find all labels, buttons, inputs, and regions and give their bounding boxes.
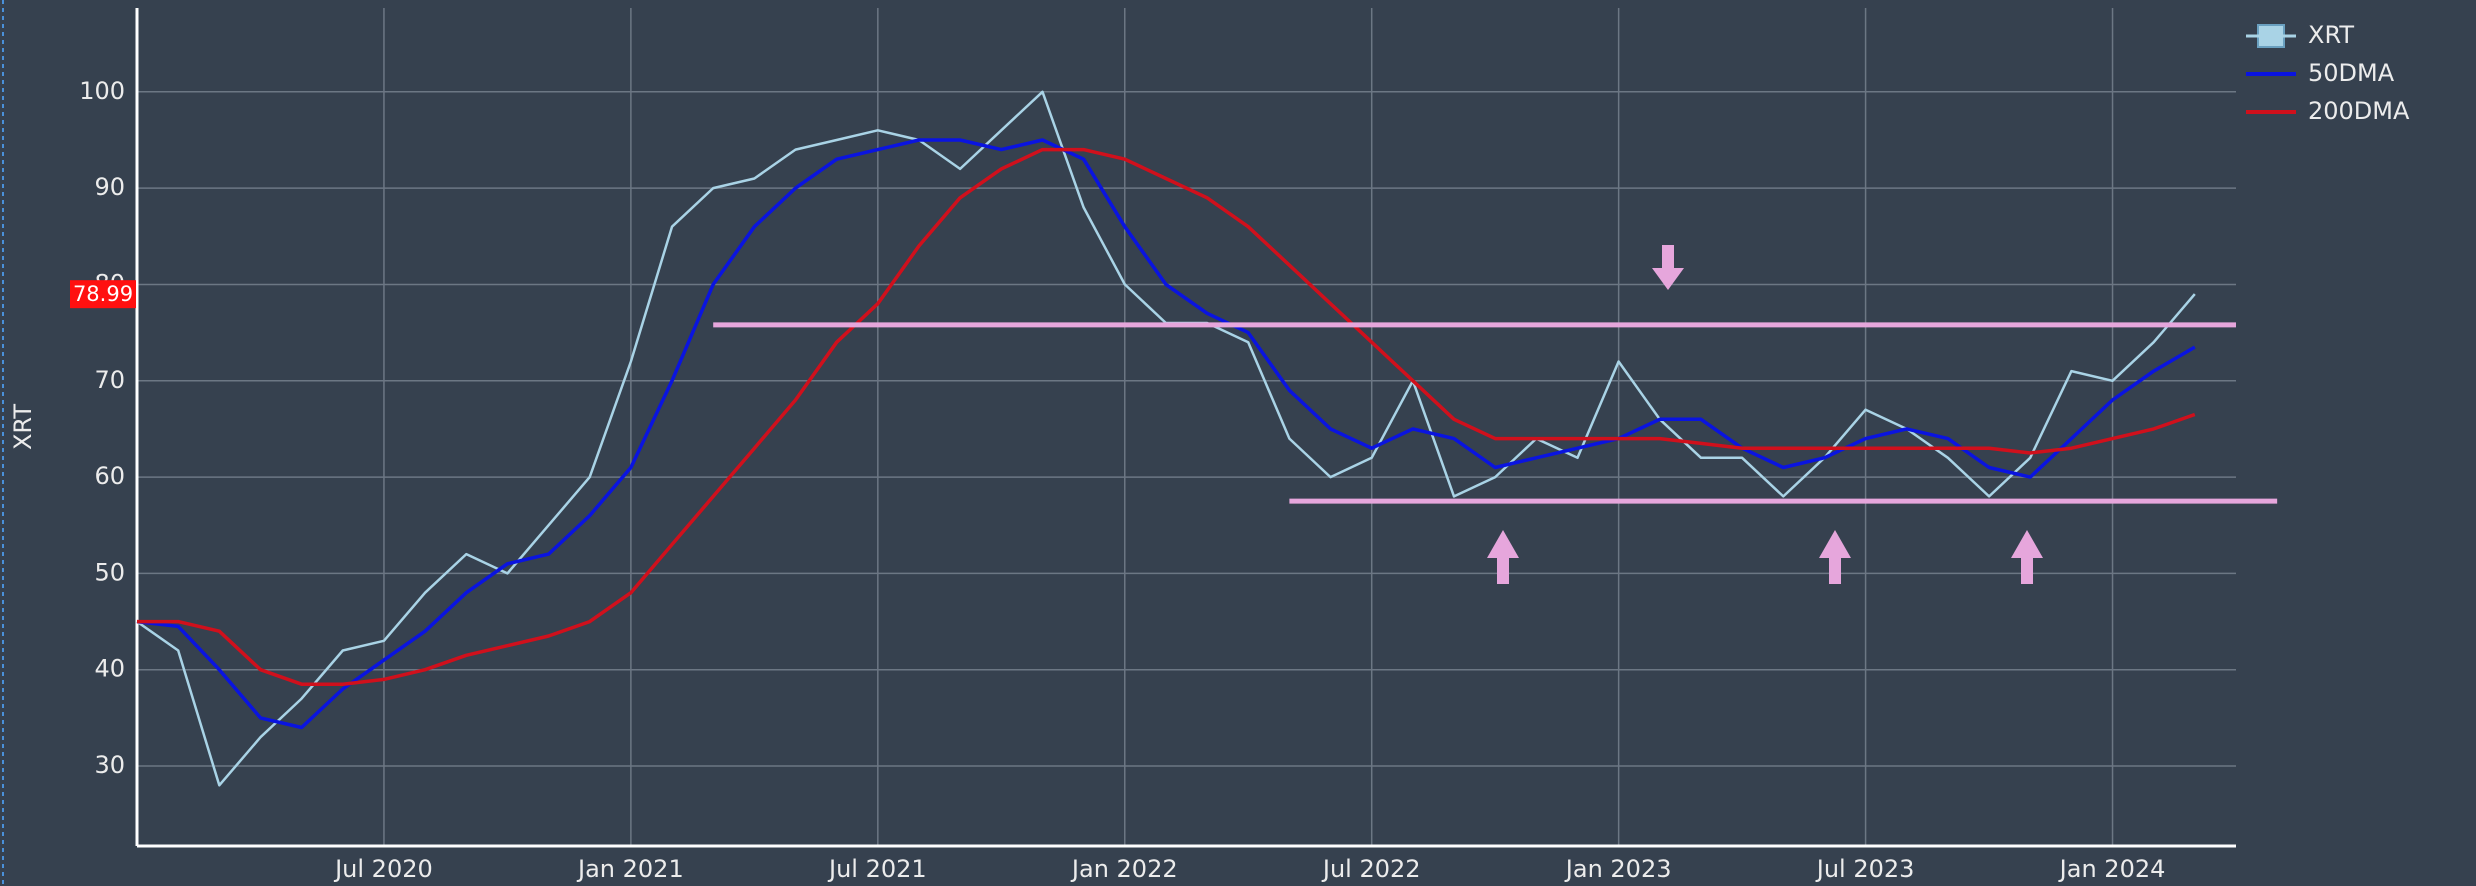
y-tick-label: 70 (94, 366, 125, 394)
x-tick-label: Jul 2022 (1321, 855, 1421, 883)
y-tick-label: 40 (94, 655, 125, 683)
arrow-down (1652, 245, 1684, 290)
x-tick-label: Jan 2023 (1564, 855, 1672, 883)
y-tick-label: 90 (94, 173, 125, 201)
arrows (1487, 245, 2043, 584)
series-line (136, 90, 2196, 787)
price-tag (70, 280, 136, 309)
x-tick-label: Jul 2023 (1815, 855, 1915, 883)
legend-label: 200DMA (2308, 97, 2410, 125)
y-tick-label: 100 (79, 77, 125, 105)
x-tick-label: Jan 2024 (2058, 855, 2166, 883)
series-line (137, 147, 2196, 686)
y-axis-label: XRT (9, 404, 37, 450)
arrow-up (2011, 530, 2043, 584)
y-tick-label: 50 (94, 558, 125, 586)
y-tick-label: 60 (94, 462, 125, 490)
x-tick-label: Jul 2021 (827, 855, 927, 883)
x-tick-label: Jan 2021 (576, 855, 684, 883)
series-line (136, 138, 2196, 730)
price-tag-label: 78.99 (73, 282, 133, 306)
arrow-up (1487, 530, 1519, 584)
x-tick-label: Jan 2022 (1070, 855, 1178, 883)
y-tick-label: 30 (94, 751, 125, 779)
arrow-up (1819, 530, 1851, 584)
x-tick-label: Jul 2020 (333, 855, 433, 883)
legend-label: 50DMA (2308, 59, 2395, 87)
legend-label: XRT (2308, 21, 2354, 49)
